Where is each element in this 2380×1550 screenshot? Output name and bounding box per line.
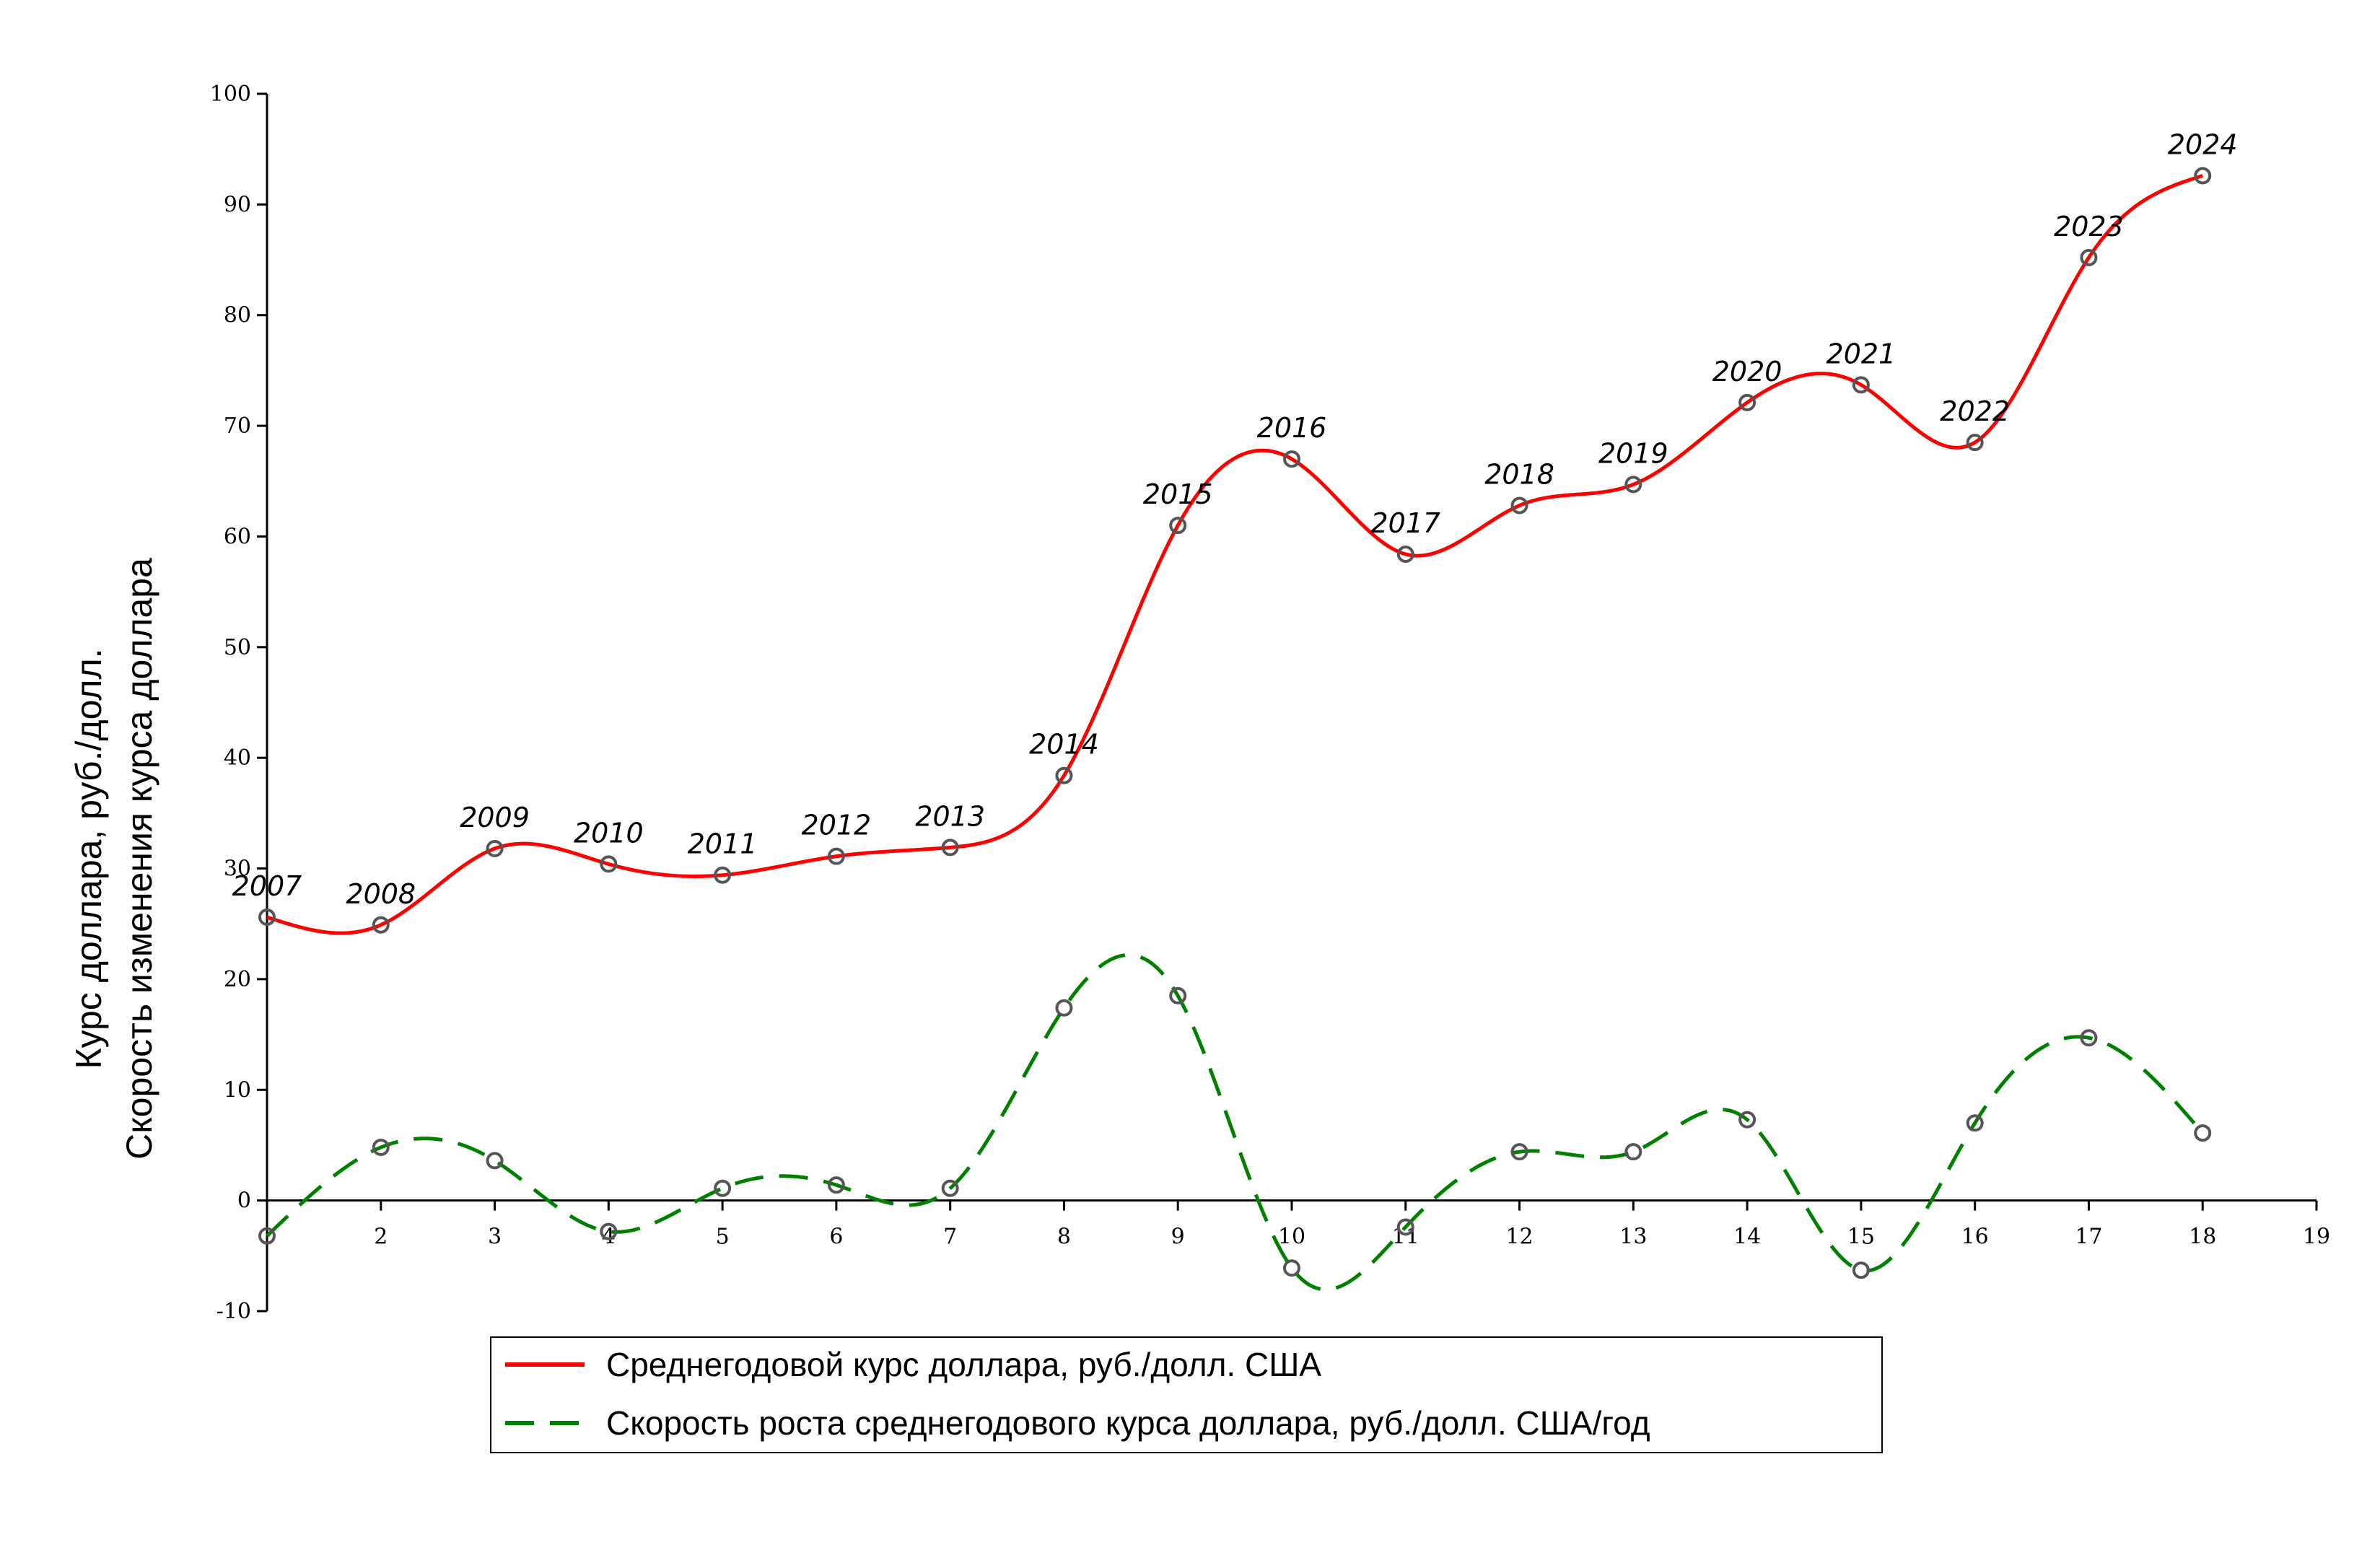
point-label: 2016: [1257, 412, 1327, 444]
x-tick-label: 5: [716, 1225, 730, 1250]
data-point: [2080, 248, 2098, 266]
data-point: [1283, 450, 1300, 468]
point-label: 2024: [2168, 128, 2238, 160]
data-point: [258, 1227, 276, 1245]
y-tick-label: 40: [224, 745, 251, 771]
data-point: [372, 916, 390, 934]
point-label: 2007: [232, 870, 302, 902]
data-point: [1966, 1114, 1984, 1132]
x-tick-label: 12: [1505, 1225, 1533, 1250]
y-tick-label: 20: [224, 967, 251, 992]
data-point: [372, 1139, 390, 1157]
point-label: 2008: [346, 878, 416, 910]
data-point: [1055, 999, 1073, 1017]
data-point: [486, 1152, 504, 1170]
data-point: [941, 1179, 959, 1197]
data-point: [2194, 1124, 2212, 1142]
y-tick-label: 90: [224, 192, 251, 217]
data-point: [1283, 1259, 1300, 1277]
x-tick-label: 13: [1619, 1225, 1647, 1250]
point-label: 2012: [802, 810, 872, 841]
data-point: [827, 847, 845, 865]
data-point: [1966, 434, 1984, 452]
data-point: [1738, 1111, 1756, 1129]
point-labels: 2007 2008 2009 2010 2011 2012 2013 2014 2015 2016…: [232, 128, 2238, 909]
data-point: [600, 1222, 618, 1240]
y-tick-label: 70: [224, 413, 251, 439]
data-point: [1396, 1218, 1414, 1236]
y-axis-title-line-2: Скорость изменения курса доллара: [119, 558, 159, 1160]
data-point: [258, 908, 276, 927]
point-label: 2011: [688, 828, 758, 860]
data-point: [1738, 393, 1756, 411]
data-point: [1055, 766, 1073, 784]
data-point: [2194, 167, 2212, 185]
x-tick-label: 19: [2303, 1225, 2330, 1250]
x-tick-label: 6: [829, 1225, 843, 1250]
point-label: 2022: [1940, 395, 2010, 427]
x-tick-label: 3: [488, 1225, 502, 1250]
data-point: [941, 839, 959, 857]
point-label: 2018: [1484, 459, 1554, 491]
data-point: [600, 855, 618, 873]
series-line-0: [266, 174, 2203, 935]
y-axis-title-line-1: Курс доллара, руб./долл.: [69, 648, 109, 1069]
legend-label-exchange-rate: Среднегодовой курс доллара, руб./долл. С…: [606, 1346, 1321, 1383]
point-label: 2010: [574, 817, 644, 849]
x-tick-label: 18: [2189, 1225, 2216, 1250]
point-label: 2017: [1370, 507, 1440, 539]
data-point: [486, 839, 504, 857]
data-point: [1169, 986, 1187, 1004]
legend-label-growth-rate: Скорость роста среднегодового курса долл…: [606, 1404, 1650, 1442]
point-label: 2014: [1029, 729, 1099, 761]
point-label: 2020: [1712, 356, 1782, 388]
data-point: [1510, 496, 1528, 515]
data-point: [2080, 1029, 2098, 1047]
point-label: 2023: [2054, 211, 2124, 242]
series-line-1: [266, 953, 2205, 1292]
x-tick-label: 15: [1847, 1225, 1875, 1250]
data-point: [714, 1179, 732, 1197]
legend-box: [490, 1336, 1883, 1453]
y-tick-label: 10: [224, 1077, 251, 1103]
data-point: [827, 1176, 845, 1194]
x-tick-label: 7: [943, 1225, 957, 1250]
y-tick-label: 100: [210, 82, 251, 107]
point-label: 2021: [1826, 338, 1896, 369]
data-point: [1624, 1143, 1642, 1161]
data-point: [714, 866, 732, 884]
data-point: [1396, 545, 1414, 563]
series-layer: [258, 167, 2212, 1292]
data-point: [1624, 476, 1642, 494]
data-point: [1852, 376, 1870, 394]
x-tick-label: 8: [1057, 1225, 1071, 1250]
x-tick-label: 10: [1278, 1225, 1305, 1250]
y-tick-label: 0: [237, 1188, 251, 1214]
y-tick-label: -10: [216, 1299, 251, 1324]
data-point: [1169, 517, 1187, 535]
point-label: 2009: [460, 802, 530, 833]
x-tick-label: 2: [374, 1225, 388, 1250]
x-tick-label: 17: [2075, 1225, 2102, 1250]
x-tick-label: 16: [1961, 1225, 1989, 1250]
point-label: 2015: [1143, 478, 1213, 510]
y-tick-label: 30: [224, 857, 251, 882]
y-tick-label: 60: [224, 524, 251, 549]
y-tick-label: 80: [224, 303, 251, 328]
point-label: 2013: [915, 800, 985, 832]
data-point: [1510, 1143, 1528, 1161]
point-label: 2019: [1598, 437, 1668, 469]
y-tick-label: 50: [224, 635, 251, 660]
x-tick-label: 14: [1733, 1225, 1761, 1250]
data-point: [1852, 1261, 1870, 1279]
legend: Среднегодовой курс доллара, руб./долл. С…: [490, 1336, 1883, 1453]
x-tick-label: 9: [1171, 1225, 1185, 1250]
